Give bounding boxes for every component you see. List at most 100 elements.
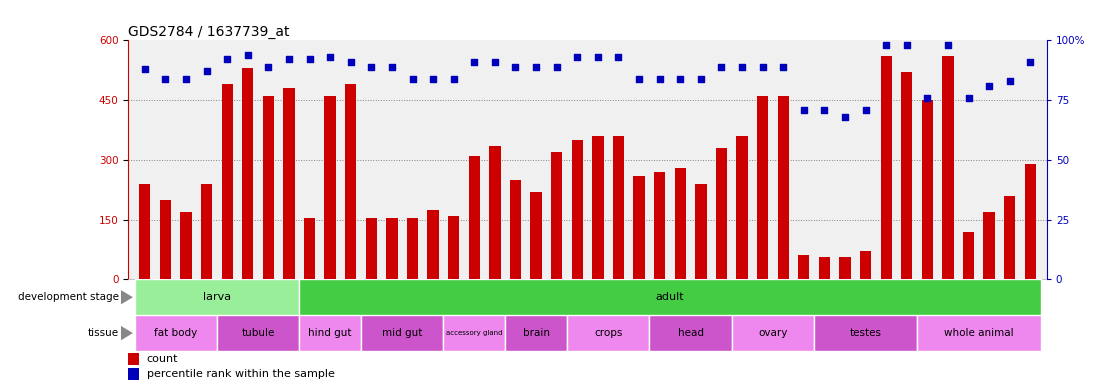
Bar [427,210,439,279]
Point [198,68,215,74]
Bar [654,172,665,279]
Bar [128,353,140,365]
Bar [757,96,768,279]
Point [1001,78,1019,84]
Point [280,56,298,63]
Bar [860,252,872,279]
Bar [674,168,686,279]
Point [898,42,916,48]
Text: development stage: development stage [18,292,119,302]
Bar [221,84,233,279]
Bar [242,68,253,279]
Bar [814,315,917,351]
Bar [262,96,275,279]
Bar [593,136,604,279]
Point [1021,59,1039,65]
Point [341,59,359,65]
Point [465,59,483,65]
Bar [778,96,789,279]
Bar [407,218,418,279]
Bar [530,192,541,279]
Bar [299,279,1040,315]
Bar [283,88,295,279]
Point [651,76,668,82]
Point [816,106,834,113]
Bar [366,218,377,279]
Point [321,54,339,60]
Bar [128,368,140,380]
Point [568,54,586,60]
Point [424,76,442,82]
Bar [983,212,994,279]
Bar [695,184,706,279]
Bar [469,156,480,279]
Bar [715,148,728,279]
Point [589,54,607,60]
Point [918,94,936,101]
Bar [613,136,624,279]
Point [383,63,401,70]
Point [404,76,422,82]
Text: crops: crops [594,328,623,338]
Point [939,42,956,48]
Point [136,66,154,72]
Text: head: head [677,328,703,338]
Text: tubule: tubule [241,328,275,338]
Point [485,59,503,65]
Bar [917,315,1040,351]
Bar [448,215,460,279]
Point [733,63,751,70]
Bar [345,84,356,279]
Point [775,63,792,70]
Point [363,63,381,70]
Bar [963,232,974,279]
Bar [819,257,830,279]
Point [857,106,875,113]
Polygon shape [121,326,133,340]
Point [712,63,730,70]
Text: adult: adult [655,292,684,302]
Bar [489,146,501,279]
Bar [551,152,562,279]
Text: percentile rank within the sample: percentile rank within the sample [146,369,335,379]
Bar [839,257,850,279]
Text: GDS2784 / 1637739_at: GDS2784 / 1637739_at [128,25,290,39]
Text: tissue: tissue [88,328,119,338]
Bar [737,136,748,279]
Bar [567,315,650,351]
Text: ovary: ovary [758,328,788,338]
Text: brain: brain [522,328,549,338]
Bar [506,315,567,351]
Point [960,94,978,101]
Point [980,83,998,89]
Text: fat body: fat body [154,328,198,338]
Text: larva: larva [203,292,231,302]
Text: testes: testes [849,328,882,338]
Text: accessory gland: accessory gland [446,330,502,336]
Bar [901,72,913,279]
Bar [1004,196,1016,279]
Bar [1024,164,1036,279]
Bar [732,315,814,351]
Point [156,76,174,82]
Point [877,42,895,48]
Point [527,63,545,70]
Bar [217,315,299,351]
Bar [160,200,171,279]
Bar [650,315,732,351]
Bar [571,140,583,279]
Point [548,63,566,70]
Text: hind gut: hind gut [308,328,352,338]
Point [259,63,277,70]
Bar [304,218,315,279]
Point [239,51,257,58]
Point [672,76,690,82]
Point [692,76,710,82]
Bar [140,184,151,279]
Point [300,56,318,63]
Bar [201,184,212,279]
Point [836,114,854,120]
Point [631,76,648,82]
Bar [881,56,892,279]
Point [219,56,237,63]
